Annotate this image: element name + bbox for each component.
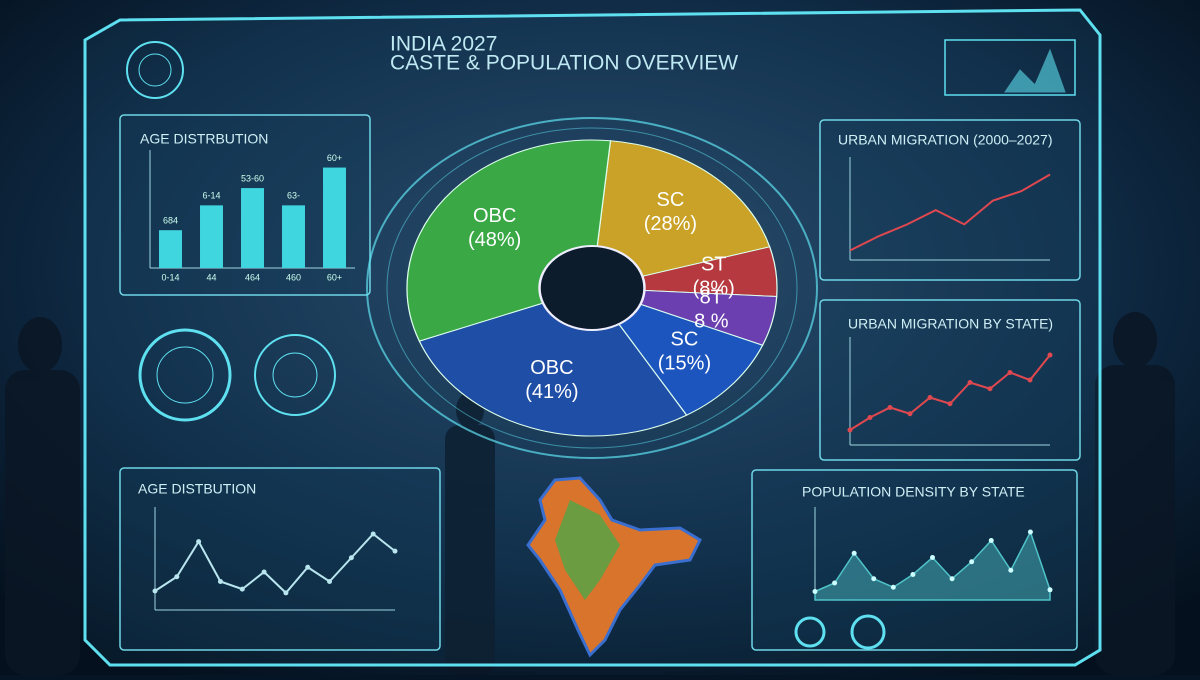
map-region	[555, 500, 620, 600]
bar-annotation: 60+	[327, 153, 342, 163]
marker	[327, 579, 333, 584]
marker	[1027, 377, 1033, 383]
slice-value: (28%)	[644, 213, 697, 235]
pie-slice	[590, 286, 764, 416]
x-tick-label: 60+	[327, 272, 342, 282]
marker	[967, 380, 973, 385]
x-tick-label: 464	[245, 272, 260, 282]
bar	[323, 167, 346, 268]
marker	[1027, 529, 1033, 535]
bar-annotation: 53-60	[241, 173, 264, 183]
dashboard-subtitle: CASTE & POPULATION OVERVIEW	[390, 52, 738, 75]
line	[154, 532, 396, 595]
slice-value: (41%)	[525, 381, 578, 403]
slice-value: (8%)	[693, 277, 735, 299]
marker	[969, 559, 975, 565]
line	[849, 173, 1051, 252]
marker	[910, 572, 916, 577]
bar-annotation: 684	[163, 216, 178, 226]
chart-title: URBAN MIGRATION BY STATE)	[848, 316, 1053, 332]
slice-label: SC	[656, 189, 684, 211]
bar	[241, 188, 264, 268]
chart-title: AGE DISTRBUTION	[140, 131, 268, 147]
marker	[927, 395, 933, 400]
pie-slice	[418, 287, 688, 437]
dashboard-title: INDIA 2027	[390, 33, 497, 56]
slice-label: OBC	[473, 205, 516, 227]
bar-annotation: 6-14	[202, 191, 220, 201]
marker	[987, 386, 993, 392]
marker	[283, 590, 289, 596]
marker	[174, 574, 180, 580]
marker	[152, 588, 158, 594]
marker	[887, 405, 893, 410]
marker	[812, 589, 818, 594]
marker	[305, 564, 311, 570]
marker	[871, 576, 877, 582]
decor	[126, 39, 1076, 650]
marker	[988, 538, 994, 543]
area	[814, 530, 1051, 601]
marker	[947, 401, 953, 407]
pie-slice	[591, 140, 771, 289]
pie	[406, 139, 778, 437]
chart-title: POPULATION DENSITY BY STATE	[802, 484, 1025, 500]
slice-value: 8 %	[694, 310, 729, 332]
marker	[949, 576, 955, 582]
marker	[217, 579, 223, 584]
marker	[1047, 352, 1053, 358]
marker	[196, 539, 202, 545]
marker	[907, 411, 913, 417]
slice-label: SC	[671, 329, 699, 351]
marker	[867, 415, 873, 420]
marker	[930, 555, 935, 560]
bar	[282, 205, 305, 268]
x-tick-label: 460	[286, 272, 301, 282]
marker	[392, 548, 398, 554]
x-tick-label: 44	[206, 272, 216, 282]
chart-title: URBAN MIGRATION (2000–2027)	[838, 132, 1052, 148]
marker	[1008, 567, 1014, 573]
marker	[832, 580, 838, 586]
marker	[851, 550, 857, 556]
slice-label: ST	[701, 253, 727, 275]
silhouettes	[5, 312, 1175, 675]
bar	[159, 230, 182, 268]
marker	[890, 584, 896, 590]
panels	[119, 114, 1081, 651]
marker	[370, 531, 376, 537]
bar-annotation: 63-	[287, 191, 300, 201]
marker	[847, 427, 853, 433]
slice-value: (48%)	[468, 229, 521, 251]
marker	[348, 555, 354, 561]
slice-label: OBC	[530, 357, 573, 379]
x-tick-label: 0-14	[161, 272, 179, 282]
slice-label: 8T	[700, 286, 723, 308]
marker	[1007, 370, 1013, 375]
chart-title: AGE DISTBUTION	[138, 481, 256, 497]
marker	[261, 569, 267, 575]
pie-hole	[538, 245, 646, 331]
marker	[1047, 587, 1053, 593]
slice-value: (15%)	[658, 353, 711, 375]
bar	[200, 205, 223, 268]
marker	[239, 586, 245, 592]
